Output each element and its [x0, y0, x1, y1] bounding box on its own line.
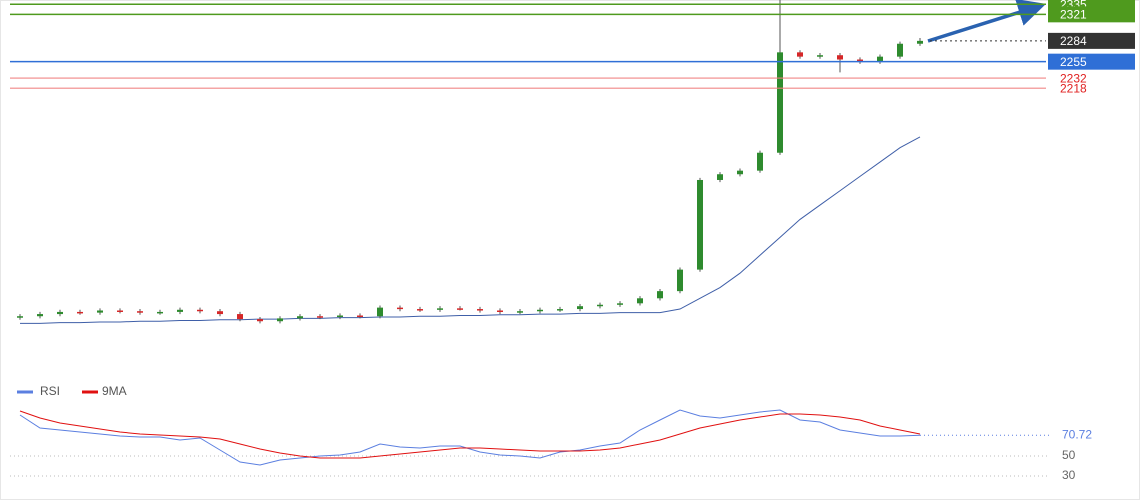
candle-body — [777, 52, 783, 153]
candle-body — [357, 315, 363, 318]
candle-body — [757, 152, 763, 171]
candle-body — [217, 311, 223, 315]
candle-body — [77, 311, 83, 314]
candle-body — [157, 311, 163, 314]
candle-body — [197, 309, 203, 312]
candle-body — [57, 311, 63, 315]
candle-body — [877, 56, 883, 62]
candle-body — [697, 179, 703, 270]
candle-body — [537, 309, 543, 312]
level-label: 2255 — [1060, 55, 1087, 69]
candle-body — [517, 311, 523, 313]
candle-body — [397, 307, 403, 310]
trend-arrow — [927, 0, 1047, 43]
candle-body — [457, 308, 463, 310]
legend-label: RSI — [40, 384, 60, 398]
candle-body — [37, 314, 43, 317]
candle-body — [137, 311, 143, 313]
candle-body — [897, 43, 903, 57]
candle-body — [737, 170, 743, 175]
level-label-box — [1048, 6, 1135, 23]
candle-body — [317, 316, 323, 318]
candle-body — [817, 55, 823, 57]
candle-body — [177, 309, 183, 312]
series-line — [19, 410, 921, 459]
candle-body — [837, 55, 843, 60]
level-label: 2321 — [1060, 8, 1087, 22]
candle-body — [717, 174, 723, 180]
y-tick-label: 50 — [1062, 448, 1076, 462]
candle-body — [277, 318, 283, 322]
candle-body — [597, 304, 603, 307]
candle-body — [577, 306, 583, 310]
level-label: 2232 — [1060, 71, 1087, 85]
series-line — [19, 409, 921, 466]
level-label: 2284 — [1060, 34, 1087, 48]
candle-body — [657, 291, 663, 299]
candle-body — [237, 314, 243, 320]
candle-body — [557, 309, 563, 311]
candle-body — [497, 310, 503, 312]
legend-label: 9MA — [102, 384, 127, 398]
candle-body — [617, 303, 623, 305]
candle-body — [337, 315, 343, 318]
candle-body — [17, 316, 23, 318]
candle-body — [917, 40, 923, 44]
level-label: 2335 — [1060, 0, 1087, 11]
candle-body — [417, 309, 423, 311]
y-tick-label: 30 — [1062, 468, 1076, 482]
candle-body — [677, 269, 683, 292]
level-label-box — [1048, 32, 1135, 49]
level-label: 2218 — [1060, 81, 1087, 95]
candle-body — [437, 308, 443, 310]
candle-body — [257, 319, 263, 322]
candle-body — [857, 59, 863, 62]
level-label-box — [1048, 53, 1135, 70]
candle-body — [117, 310, 123, 312]
candle-body — [97, 310, 103, 313]
candle-body — [297, 316, 303, 319]
candle-body — [797, 52, 803, 57]
candle-body — [477, 309, 483, 311]
candle-body — [377, 307, 383, 317]
candle-body — [637, 298, 643, 304]
last-value-label: 70.72 — [1062, 427, 1092, 441]
moving-average — [20, 136, 921, 324]
